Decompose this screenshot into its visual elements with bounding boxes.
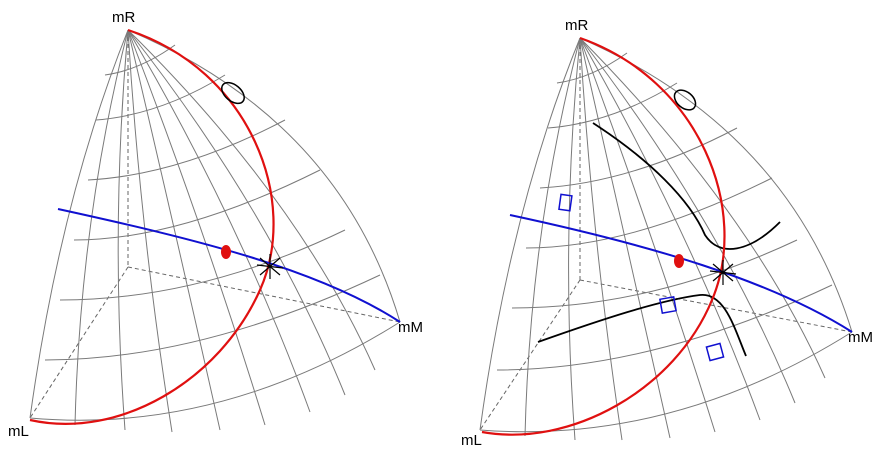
right-red-dot	[674, 254, 684, 268]
right-label-ml: mL	[461, 432, 482, 445]
right-blue-square-2	[659, 296, 677, 314]
right-panel: mR mM mL	[461, 17, 873, 449]
right-dashed-axes	[479, 38, 853, 431]
left-label-ml: mL	[8, 423, 29, 440]
right-black-curve-lower	[537, 294, 747, 357]
right-grid	[479, 37, 853, 441]
left-blue-line	[57, 208, 401, 323]
left-star-marker	[256, 254, 284, 279]
left-grid	[29, 29, 401, 433]
left-label-mr: mR	[112, 9, 135, 26]
left-red-dot	[221, 245, 231, 259]
right-black-ellipse	[673, 89, 697, 111]
right-blue-square-3	[705, 342, 725, 362]
right-black-curve-upper	[592, 122, 781, 250]
right-label-mm: mM	[848, 329, 873, 346]
left-panel: mR mM mL	[8, 9, 423, 440]
right-red-curve	[481, 36, 726, 436]
right-blue-square-1	[558, 193, 573, 212]
left-black-ellipse	[221, 81, 245, 105]
right-blue-line	[509, 214, 853, 333]
left-dashed-axes	[29, 30, 401, 419]
right-star-marker	[709, 260, 737, 285]
left-red-curve	[29, 28, 275, 425]
right-label-mr: mR	[565, 17, 588, 34]
left-label-mm: mM	[398, 319, 423, 336]
